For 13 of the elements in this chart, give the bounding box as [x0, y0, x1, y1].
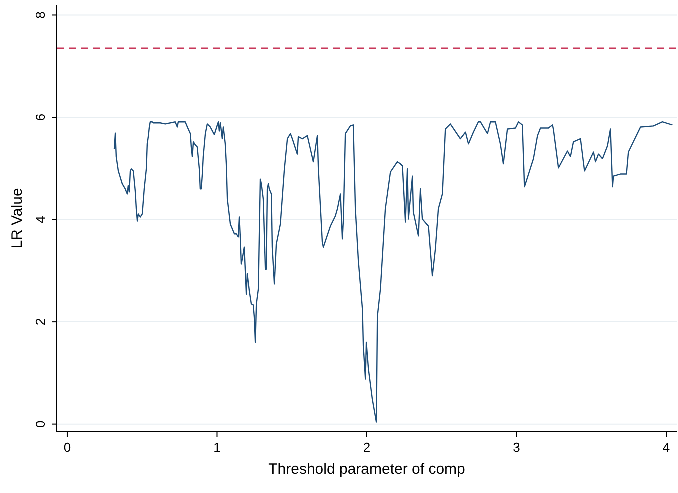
y-tick-label: 8 [33, 12, 48, 19]
x-tick-label: 1 [214, 440, 221, 455]
y-axis-title: LR Value [9, 188, 26, 249]
x-tick-label: 2 [363, 440, 371, 455]
line-series [114, 122, 674, 423]
x-tick-label: 0 [64, 440, 72, 455]
x-axis-title: Threshold parameter of comp [268, 461, 466, 478]
y-tick-label: 6 [33, 114, 48, 122]
y-tick-label: 0 [33, 420, 48, 428]
y-tick-label: 2 [33, 318, 48, 326]
x-tick-label: 4 [662, 440, 670, 455]
y-tick-label: 4 [33, 216, 48, 224]
x-tick-label: 3 [513, 440, 520, 455]
